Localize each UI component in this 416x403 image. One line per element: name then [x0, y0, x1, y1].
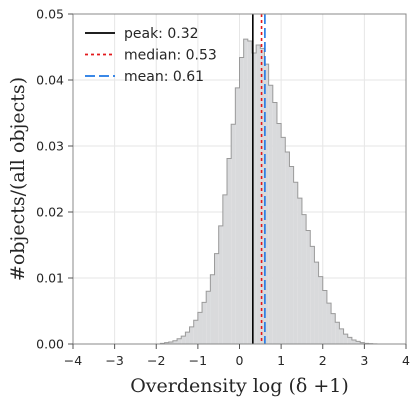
x-tick-label: 4 [402, 353, 410, 368]
histogram-bin [335, 322, 340, 344]
histogram-bin [260, 48, 265, 344]
histogram-bin [189, 326, 194, 344]
histogram-bin [214, 253, 219, 344]
histogram-bin [235, 87, 240, 345]
y-axis-ticks: 0.00 0.01 0.02 0.03 0.04 0.05 [36, 7, 73, 352]
histogram-bin [218, 225, 223, 344]
histogram-bin [314, 262, 319, 344]
histogram-bin [164, 342, 169, 344]
x-tick-label: −3 [105, 353, 123, 368]
histogram-bin [210, 274, 215, 344]
y-tick-label: 0.01 [36, 271, 64, 286]
histogram-bin [347, 337, 352, 344]
x-tick-label: 3 [360, 353, 368, 368]
y-tick-label: 0.05 [36, 7, 64, 22]
histogram-bin [339, 328, 344, 344]
legend-label: median: 0.53 [124, 48, 217, 64]
y-axis-label: #objects/(all objects) [7, 77, 29, 281]
histogram-bin [293, 182, 298, 344]
legend-label: mean: 0.61 [124, 69, 204, 85]
histogram-bin [247, 41, 252, 345]
histogram-bin [281, 137, 286, 344]
histogram-bin [197, 312, 203, 344]
histogram-bin [285, 151, 290, 344]
histogram-bin [322, 290, 327, 344]
x-tick-label: −1 [189, 353, 207, 368]
histogram-bin [310, 246, 315, 344]
histogram-bin [185, 332, 190, 344]
histogram-bin [243, 39, 248, 344]
histogram-bin [202, 302, 207, 344]
y-tick-label: 0.00 [36, 337, 64, 352]
histogram-bin [318, 276, 323, 344]
histogram-bin [289, 166, 294, 344]
x-tick-label: −4 [64, 353, 82, 368]
histogram-bin [193, 320, 198, 344]
histogram-bin [181, 336, 186, 344]
histogram-bin [351, 340, 357, 344]
histogram-bin [231, 124, 236, 344]
histogram-bin [343, 334, 348, 344]
x-tick-label: 1 [277, 353, 285, 368]
histogram-bin [326, 303, 332, 344]
y-tick-label: 0.04 [36, 73, 64, 88]
histogram-bin [168, 342, 173, 344]
histogram-bin [306, 230, 311, 344]
histogram-bin [356, 341, 361, 344]
histogram-bin [272, 102, 277, 344]
histogram-bin [276, 123, 282, 344]
histogram-bin [239, 57, 244, 345]
histogram-bin [297, 198, 302, 344]
x-axis-ticks: −4 −3 −2 −1 0 1 2 3 4 [64, 344, 410, 368]
legend: peak: 0.32 median: 0.53 mean: 0.61 [85, 26, 217, 85]
histogram [159, 38, 378, 345]
y-tick-label: 0.02 [36, 205, 64, 220]
histogram-bin [177, 338, 182, 344]
histogram-outline [159, 38, 378, 345]
histogram-bin [227, 158, 232, 344]
x-tick-label: 0 [236, 353, 244, 368]
histogram-bin [264, 64, 269, 344]
x-tick-label: 2 [319, 353, 327, 368]
histogram-bin [251, 52, 257, 344]
x-axis-label: Overdensity log (δ +1) [130, 375, 349, 397]
histogram-bin [172, 340, 178, 344]
histogram-bin [222, 194, 228, 344]
histogram-bin [206, 291, 211, 344]
y-tick-label: 0.03 [36, 139, 64, 154]
histogram-bin [331, 313, 336, 344]
histogram-bin [301, 214, 307, 344]
histogram-bin [256, 45, 261, 345]
histogram-bin [268, 85, 273, 344]
histogram-bin [360, 342, 365, 344]
legend-label: peak: 0.32 [124, 26, 199, 42]
stat-lines [252, 14, 266, 344]
x-tick-label: −2 [147, 353, 165, 368]
